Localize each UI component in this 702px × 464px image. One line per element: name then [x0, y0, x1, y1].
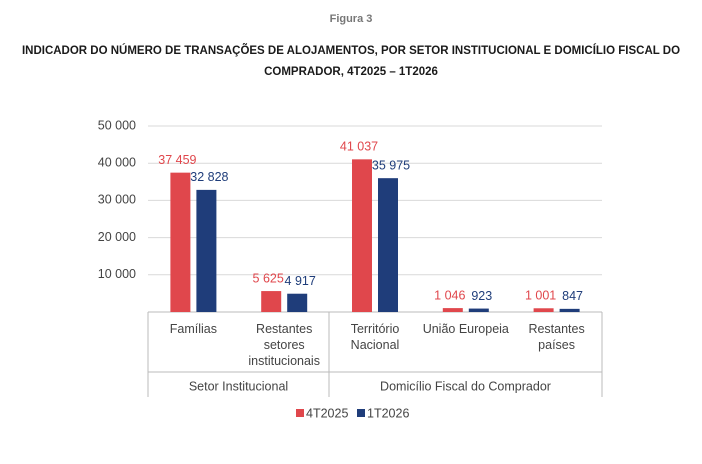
y-tick-label: 10 000 — [98, 267, 136, 281]
x-tick-label: Restantes setores institucionais — [248, 322, 320, 368]
data-label: 4 917 — [285, 274, 316, 288]
legend-label: 4T2025 — [306, 406, 348, 420]
bar — [287, 293, 308, 312]
bar — [559, 308, 580, 312]
group-label: Setor Institucional — [189, 379, 288, 393]
data-label: 847 — [562, 289, 583, 303]
x-tick-label: Famílias — [169, 322, 217, 336]
bar — [196, 189, 217, 312]
figure-label: Figura 3 — [330, 13, 373, 25]
data-label: 37 459 — [158, 153, 196, 167]
x-tick-label: União Europeia — [422, 322, 509, 336]
y-tick-label: 50 000 — [98, 118, 136, 132]
data-label: 35 975 — [372, 158, 410, 172]
bar — [442, 308, 463, 312]
bar — [468, 308, 489, 312]
data-label: 923 — [471, 289, 492, 303]
bar — [261, 291, 282, 312]
chart-title: INDICADOR DO NÚMERO DE TRANSAÇÕES DE ALO… — [21, 45, 681, 78]
y-tick-label: 20 000 — [98, 230, 136, 244]
bar — [170, 172, 191, 312]
legend-swatch — [296, 409, 304, 417]
data-label: 1 001 — [525, 289, 556, 303]
legend-label: 1T2026 — [367, 406, 409, 420]
x-tick-label: Restantes países — [528, 322, 585, 352]
group-label: Domicílio Fiscal do Comprador — [380, 379, 551, 393]
y-tick-label: 40 000 — [98, 155, 136, 169]
y-tick-label: 30 000 — [98, 193, 136, 207]
data-label: 41 037 — [340, 140, 378, 154]
legend-swatch — [357, 409, 365, 417]
bar — [378, 178, 398, 312]
data-label: 5 625 — [253, 271, 284, 285]
bar — [352, 159, 372, 312]
data-label: 1 046 — [434, 288, 465, 302]
x-tick-label: Território Nacional — [350, 322, 400, 352]
bar — [533, 308, 554, 312]
data-label: 32 828 — [190, 170, 228, 184]
